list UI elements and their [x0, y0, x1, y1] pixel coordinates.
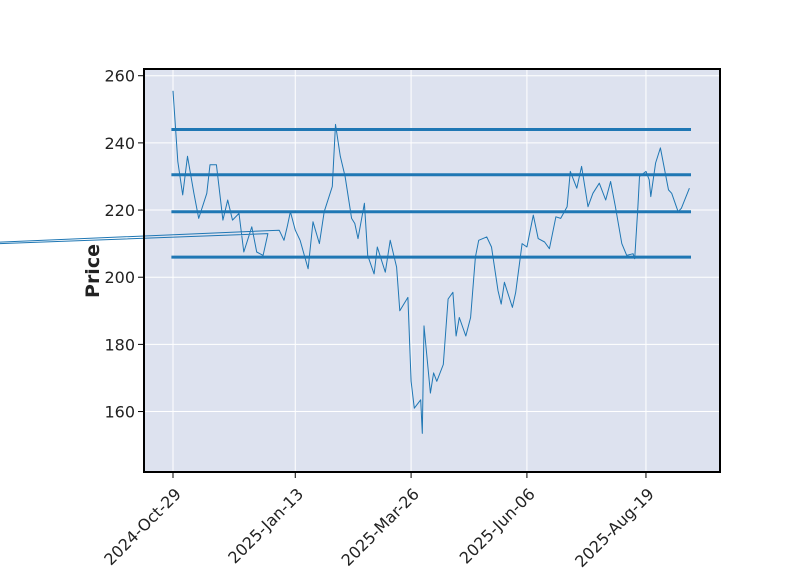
x-tick-label: 2025-Jun-06 [456, 484, 539, 567]
series-group [0, 90, 690, 434]
plot-frame [143, 68, 721, 473]
y-tick-label: 240 [104, 134, 135, 153]
x-tick-label: 2025-Aug-19 [571, 484, 658, 571]
x-tick-label: 2024-Oct-29 [100, 484, 185, 569]
y-tick-label: 220 [104, 201, 135, 220]
y-tick-label: 180 [104, 335, 135, 354]
y-tick-label: 260 [104, 67, 135, 86]
y-tick-label: 200 [104, 268, 135, 287]
x-tick-label: 2025-Jan-13 [224, 484, 307, 567]
x-axis-ticks: 2024-Oct-29 2025-Jan-13 2025-Mar-26 2025-Ju… [100, 472, 658, 571]
y-axis-title: Price [82, 244, 104, 298]
y-axis-ticks: 160 180 200 220 240 260 [104, 67, 144, 422]
grid-lines [144, 69, 720, 472]
x-tick-label: 2025-Mar-26 [338, 484, 423, 569]
plot-background [144, 69, 720, 472]
horizontal-levels [171, 127, 691, 259]
price-series-line [0, 90, 690, 434]
y-tick-label: 160 [104, 403, 135, 422]
